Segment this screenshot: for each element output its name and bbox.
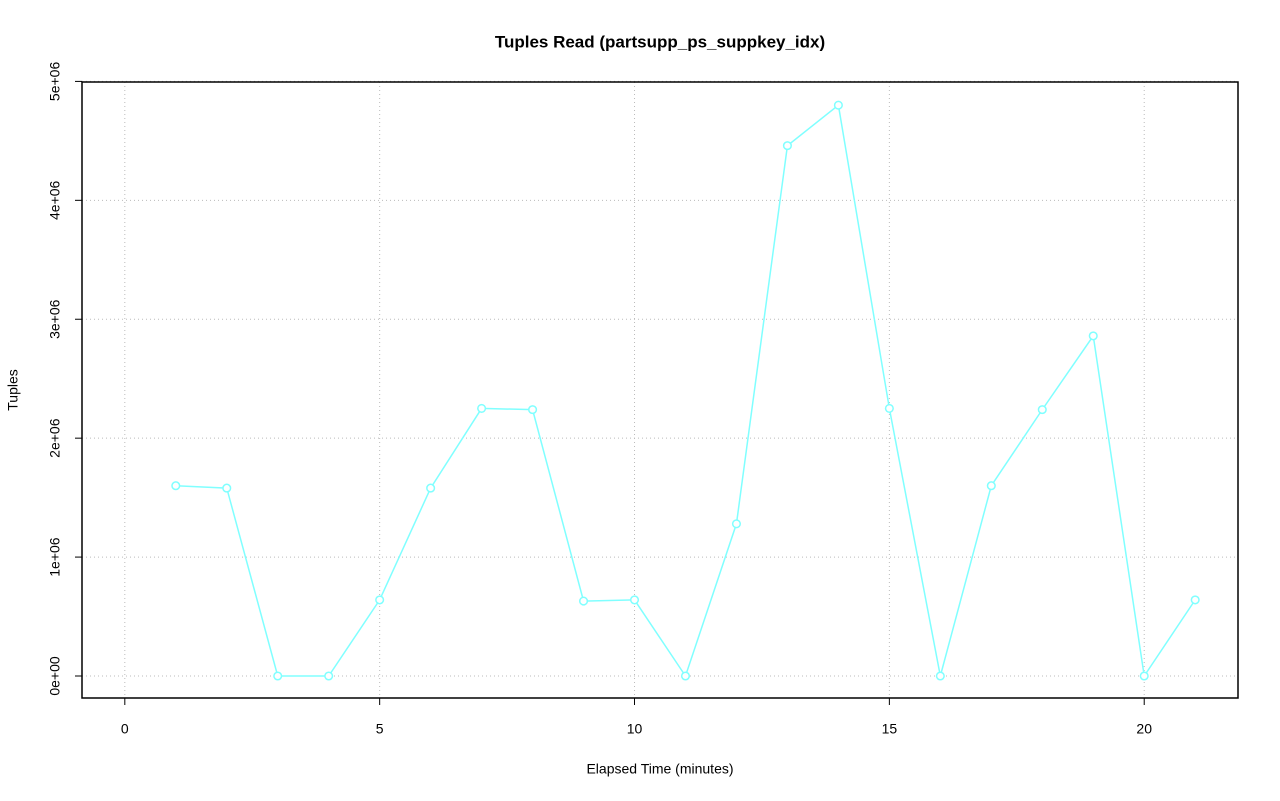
data-point <box>629 595 640 605</box>
data-point <box>1037 405 1047 415</box>
y-axis-label: Tuples <box>5 369 21 411</box>
plot-frame <box>81 81 1239 699</box>
data-point <box>375 595 385 605</box>
data-point <box>986 481 996 491</box>
data-point <box>833 100 843 110</box>
data-point <box>273 671 283 681</box>
x-tick-label: 20 <box>1136 721 1152 737</box>
chart-title: Tuples Read (partsupp_ps_suppkey_idx) <box>495 32 825 51</box>
data-point <box>426 483 436 493</box>
y-tick-label: 5e+06 <box>47 62 63 102</box>
data-point <box>731 519 742 529</box>
data-point <box>171 481 181 491</box>
data-point <box>222 483 232 493</box>
x-tick-label: 5 <box>376 721 384 737</box>
data-point <box>528 405 538 415</box>
data-point <box>680 671 691 681</box>
x-axis-label: Elapsed Time (minutes) <box>586 761 733 777</box>
data-point <box>782 141 792 151</box>
x-tick-label: 15 <box>882 721 898 737</box>
x-tick-label: 10 <box>627 721 643 737</box>
y-tick-label: 3e+06 <box>47 299 63 339</box>
data-point <box>935 671 945 681</box>
data-point <box>578 596 589 606</box>
y-tick-label: 0e+00 <box>47 656 63 696</box>
data-point <box>477 403 487 413</box>
data-point <box>324 671 334 681</box>
data-point <box>1139 671 1149 681</box>
data-point <box>1190 595 1200 605</box>
x-tick-label: 0 <box>121 721 129 737</box>
y-tick-label: 1e+06 <box>47 537 63 577</box>
data-point <box>1088 331 1098 341</box>
data-point <box>884 403 894 413</box>
y-tick-label: 2e+06 <box>47 418 63 458</box>
y-tick-label: 4e+06 <box>47 180 63 220</box>
